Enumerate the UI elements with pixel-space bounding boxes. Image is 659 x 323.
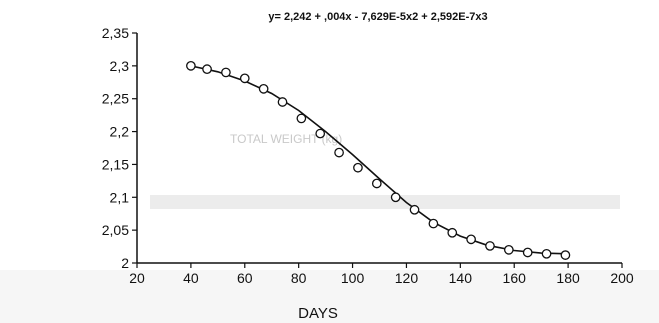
y-tick-label: 2,2 <box>110 124 130 140</box>
y-tick-label: 2,35 <box>102 25 129 41</box>
x-tick-label: 40 <box>183 270 199 286</box>
data-point <box>541 248 552 259</box>
y-axis-ticks: 2,35 2,3 2,25 2,2 2,15 2,1 2,05 2 <box>102 25 137 271</box>
x-tick-label: 160 <box>503 270 527 286</box>
data-point <box>560 250 571 260</box>
data-point <box>239 73 250 84</box>
x-tick-label: 180 <box>556 270 580 286</box>
data-point <box>390 192 401 203</box>
x-axis-label: DAYS <box>298 305 338 322</box>
y-tick-label: 2,25 <box>102 91 129 107</box>
data-point <box>221 67 231 78</box>
y-tick-label: 2,15 <box>102 156 129 172</box>
fit-line-layer <box>190 65 569 255</box>
y-tick-label: 2 <box>121 255 129 271</box>
chart-equation: y= 2,242 + ,004x - 7,629E-5x2 + 2,592E-7… <box>268 11 487 23</box>
background-text: TOTAL WEIGHT (kg) <box>230 132 342 146</box>
data-point <box>371 178 382 189</box>
data-point <box>353 162 363 173</box>
x-tick-label: 140 <box>449 270 473 286</box>
data-point <box>485 241 495 251</box>
y-tick-label: 2,3 <box>110 58 130 74</box>
fit-line <box>190 65 569 255</box>
x-axis-ticks: 20 40 60 80 100 120 140 160 180 200 <box>129 263 634 286</box>
background-artifacts: TOTAL WEIGHT (kg) <box>0 132 659 323</box>
data-point <box>409 204 420 215</box>
data-point <box>277 97 288 107</box>
background-band-bottom <box>0 270 659 323</box>
x-tick-label: 120 <box>395 270 419 286</box>
data-point <box>447 227 458 238</box>
data-point <box>334 147 344 158</box>
data-point <box>186 61 196 71</box>
data-point <box>315 128 326 139</box>
data-point <box>503 245 514 255</box>
background-band <box>150 195 620 209</box>
data-point <box>428 218 439 229</box>
x-tick-label: 100 <box>341 270 365 286</box>
x-tick-label: 60 <box>237 270 253 286</box>
data-point <box>296 113 307 124</box>
x-tick-label: 80 <box>291 270 307 286</box>
x-tick-label: 200 <box>610 270 634 286</box>
x-tick-label: 20 <box>129 270 145 286</box>
axes <box>136 33 622 264</box>
y-tick-label: 2,05 <box>102 222 129 238</box>
data-point <box>202 64 212 74</box>
data-point <box>466 234 476 245</box>
data-point <box>522 247 533 258</box>
y-tick-label: 2,1 <box>110 189 130 205</box>
data-point <box>258 84 269 94</box>
data-points-layer <box>186 61 571 260</box>
